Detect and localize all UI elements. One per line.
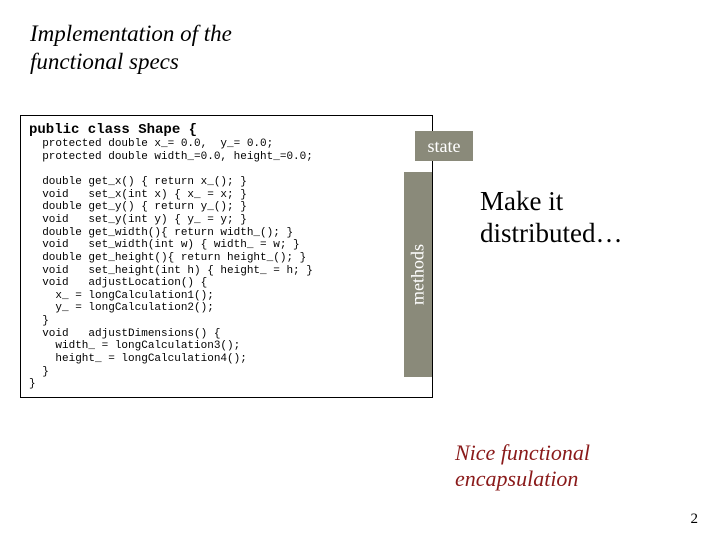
callout-line-2: distributed…	[480, 218, 623, 248]
slide-title: Implementation of the functional specs	[30, 20, 232, 75]
state-label-box: state	[415, 131, 473, 161]
caption-line-1: Nice functional	[455, 440, 590, 465]
state-label: state	[428, 136, 461, 157]
callout-text: Make it distributed…	[480, 185, 623, 250]
title-line-1: Implementation of the	[30, 21, 232, 46]
callout-line-1: Make it	[480, 186, 563, 216]
method-lines: double get_x() { return x_(); } void set…	[29, 176, 313, 390]
title-line-2: functional specs	[30, 49, 179, 74]
class-declaration: public class Shape {	[29, 122, 197, 138]
caption-line-2: encapsulation	[455, 466, 578, 491]
methods-label: methods	[408, 244, 429, 305]
methods-label-box: methods	[404, 172, 432, 377]
caption-text: Nice functional encapsulation	[455, 440, 590, 493]
page-number: 2	[691, 511, 699, 528]
state-lines: protected double x_= 0.0, y_= 0.0; prote…	[29, 138, 313, 163]
code-box: public class Shape { protected double x_…	[20, 115, 433, 398]
